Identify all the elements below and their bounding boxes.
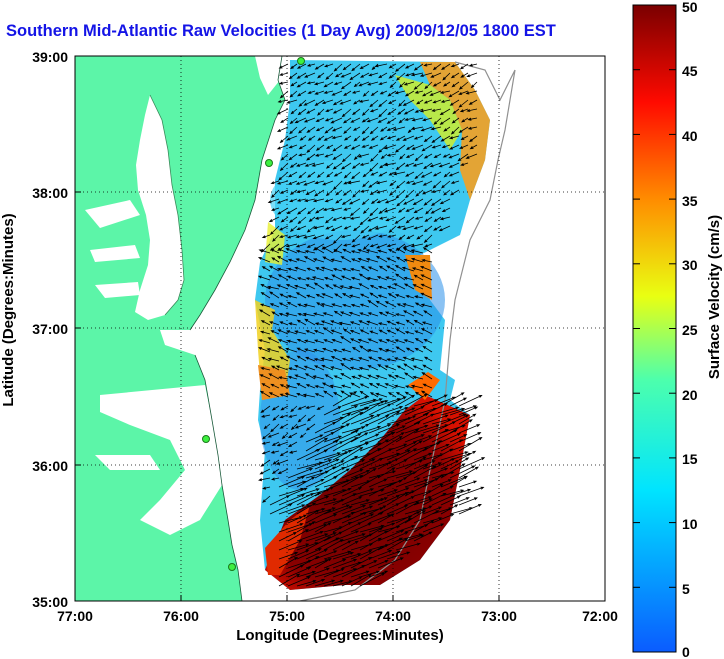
pamlico-sound bbox=[100, 385, 222, 535]
colorbar-label: Surface Velocity (cm/s) bbox=[706, 215, 723, 379]
x-tick-label: 75:00 bbox=[269, 608, 305, 624]
velocity-arrow bbox=[257, 63, 486, 587]
colorbar-tick-label: 5 bbox=[682, 581, 690, 597]
y-tick-label: 39:00 bbox=[32, 49, 68, 65]
x-tick-label: 77:00 bbox=[57, 608, 93, 624]
y-tick-label: 35:00 bbox=[32, 594, 68, 610]
colorbar-tick-label: 25 bbox=[682, 322, 698, 338]
colorbar-tick-label: 40 bbox=[682, 128, 698, 144]
colorbar-tick-label: 10 bbox=[682, 516, 698, 532]
x-tick-label: 72:00 bbox=[582, 608, 618, 624]
colorbar-tick-label: 30 bbox=[682, 257, 698, 273]
y-tick-label: 36:00 bbox=[32, 458, 68, 474]
colorbar-tick-label: 20 bbox=[682, 387, 698, 403]
y-tick-label: 38:00 bbox=[32, 185, 68, 201]
y-tick-label: 37:00 bbox=[32, 321, 68, 337]
x-tick-label: 74:00 bbox=[375, 608, 411, 624]
colorbar-tick-label: 35 bbox=[682, 193, 698, 209]
velocity-vectors bbox=[257, 63, 486, 587]
colorbar-tick-label: 45 bbox=[682, 63, 698, 79]
x-axis-label: Longitude (Degrees:Minutes) bbox=[236, 627, 444, 644]
y-axis-label: Latitude (Degrees:Minutes) bbox=[0, 213, 17, 406]
colorbar-tick-label: 15 bbox=[682, 451, 698, 467]
grid bbox=[75, 56, 605, 601]
colorbar-tick-label: 0 bbox=[682, 644, 690, 659]
colorbar-tick-label: 50 bbox=[682, 0, 698, 15]
x-tick-label: 73:00 bbox=[481, 608, 517, 624]
high-velocity-zone bbox=[265, 395, 470, 590]
chesapeake-bay bbox=[135, 95, 184, 320]
x-tick-label: 76:00 bbox=[163, 608, 199, 624]
map-title: Southern Mid-Atlantic Raw Velocities (1 … bbox=[6, 22, 556, 40]
